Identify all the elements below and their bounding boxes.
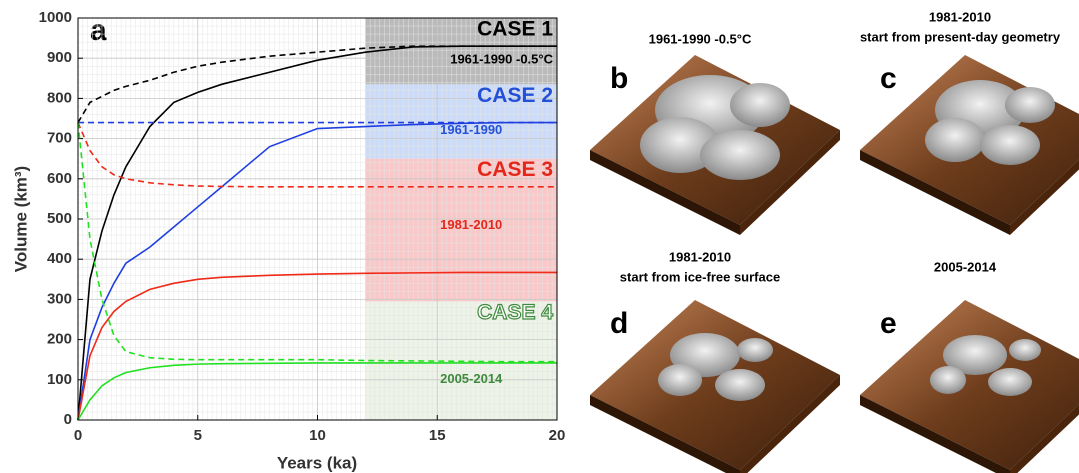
panel-title: 1981-2010 xyxy=(669,249,731,264)
ice-cap xyxy=(730,83,790,127)
ice-cap xyxy=(715,369,765,401)
x-axis-label: Years (ka) xyxy=(277,453,357,472)
x-tick-label: 20 xyxy=(549,427,566,444)
y-tick-label: 1000 xyxy=(39,9,72,26)
terrain-render xyxy=(590,300,840,473)
plot-frame xyxy=(77,17,558,421)
y-tick-label: 700 xyxy=(47,130,72,147)
y-axis-label: Volume (km³) xyxy=(11,166,30,272)
panel-letter: d xyxy=(610,307,628,340)
series-line xyxy=(77,271,557,421)
ice-cap xyxy=(700,130,780,180)
series-line xyxy=(77,45,557,123)
case-label: CASE 2 xyxy=(477,84,553,107)
y-tick-label: 300 xyxy=(47,290,72,307)
ice-cap xyxy=(925,118,985,162)
ice-cap xyxy=(658,364,702,396)
y-tick-label: 500 xyxy=(47,210,72,227)
series-line xyxy=(77,122,557,188)
panel-title: 1981-2010 xyxy=(929,9,991,24)
series-line xyxy=(77,45,557,421)
terrain-render xyxy=(590,55,840,235)
series-line xyxy=(77,122,557,363)
panel-title: start from ice-free surface xyxy=(620,269,780,284)
ice-cap xyxy=(943,335,1007,375)
case-sublabel: 1961-1990 xyxy=(440,122,502,137)
series-line xyxy=(77,362,557,421)
case-sublabel: 1981-2010 xyxy=(440,217,502,232)
panel-title: 1961-1990 -0.5°C xyxy=(649,31,752,46)
y-tick-label: 600 xyxy=(47,170,72,187)
ice-cap xyxy=(930,366,966,394)
terrain-render xyxy=(860,300,1079,473)
series-line xyxy=(77,121,557,421)
ice-cap xyxy=(737,338,773,362)
x-tick-label: 15 xyxy=(429,427,446,444)
y-tick-label: 800 xyxy=(47,89,72,106)
panel-letter: e xyxy=(880,307,897,340)
ice-cap xyxy=(988,368,1032,396)
terrain-render xyxy=(860,55,1079,235)
ice-cap xyxy=(640,117,720,173)
y-tick-label: 900 xyxy=(47,49,72,66)
x-tick-label: 10 xyxy=(309,427,326,444)
case-label: CASE 3 xyxy=(477,158,553,181)
panel-title: start from present-day geometry xyxy=(860,29,1061,44)
x-tick-label: 0 xyxy=(74,427,82,444)
panel-letter: a xyxy=(90,14,107,47)
case-label: CASE 4 xyxy=(477,301,553,324)
panel-letter: c xyxy=(880,62,897,95)
x-tick-label: 5 xyxy=(194,427,202,444)
case-label: CASE 1 xyxy=(477,18,553,41)
ice-cap xyxy=(980,125,1040,165)
panel-title: 2005-2014 xyxy=(934,259,997,274)
y-tick-label: 200 xyxy=(47,331,72,348)
y-tick-label: 400 xyxy=(47,250,72,267)
case-sublabel: 2005-2014 xyxy=(440,371,503,386)
panel-letter: b xyxy=(610,62,628,95)
y-tick-label: 100 xyxy=(47,371,72,388)
ice-cap xyxy=(1005,87,1055,123)
case-sublabel: 1961-1990 -0.5°C xyxy=(450,51,553,66)
y-tick-label: 0 xyxy=(64,411,72,428)
ice-cap xyxy=(1009,339,1041,361)
